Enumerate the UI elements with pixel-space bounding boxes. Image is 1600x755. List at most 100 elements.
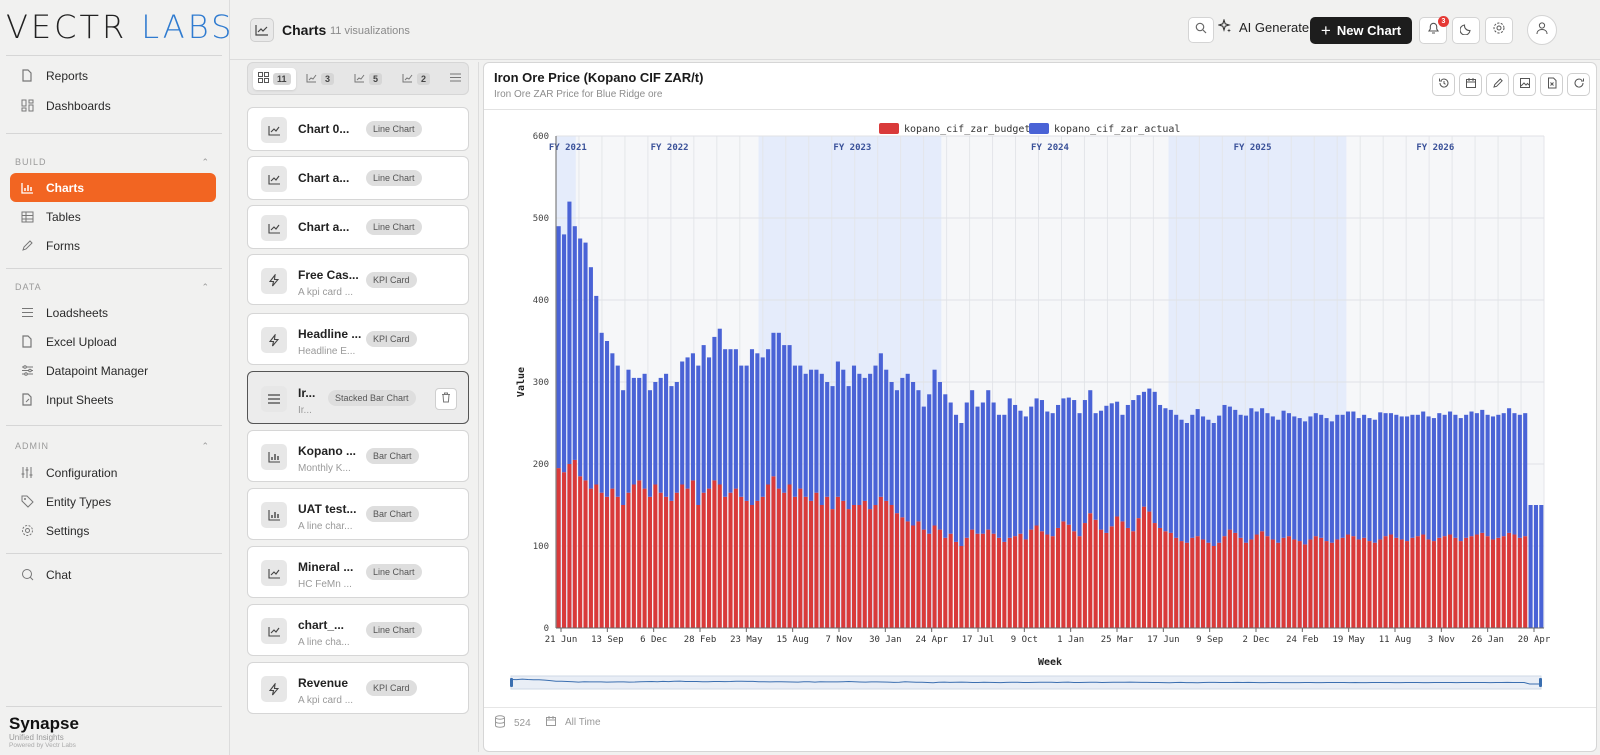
bar-actual [835, 361, 840, 497]
sidebar-item-loadsheets[interactable]: Loadsheets [10, 298, 216, 327]
chart-list-card[interactable]: Revenue A kpi card ... KPI Card [247, 662, 469, 714]
chart-list-card[interactable]: Chart a... Line Chart [247, 205, 469, 249]
chart-list-card[interactable]: Mineral ... HC FeMn ... Line Chart [247, 546, 469, 598]
theme-toggle-button[interactable] [1452, 17, 1480, 44]
refresh-button[interactable] [1567, 73, 1590, 96]
bar-actual [717, 328, 722, 485]
history-button[interactable] [1432, 73, 1455, 96]
divider [6, 268, 222, 269]
bar-budget [1072, 531, 1077, 628]
settings-button[interactable] [1485, 17, 1513, 44]
bar-actual [588, 267, 593, 489]
section-header-build[interactable]: BUILD ⌃ [15, 157, 210, 168]
delete-button[interactable] [435, 388, 457, 410]
bar-actual [1029, 406, 1034, 530]
user-avatar-button[interactable] [1527, 15, 1557, 45]
filter-tab-kpi[interactable]: 2 [397, 68, 435, 90]
bar-actual [1260, 408, 1265, 532]
x-tick-label: 17 Jul [962, 635, 995, 645]
bar-actual [986, 390, 991, 530]
section-header-data[interactable]: DATA ⌃ [15, 282, 210, 293]
sidebar-item-forms[interactable]: Forms [10, 231, 216, 260]
panel-resizer[interactable] [478, 62, 479, 752]
chart-list-card[interactable]: Ir... Ir... Stacked Bar Chart [247, 371, 469, 424]
bar-budget [1082, 523, 1087, 628]
sidebar-item-charts[interactable]: Charts [10, 173, 216, 202]
bar-actual [1324, 418, 1329, 542]
chart-list-card[interactable]: Chart 0... Line Chart [247, 107, 469, 151]
sidebar-item-tables[interactable]: Tables [10, 202, 216, 231]
section-header-admin[interactable]: ADMIN ⌃ [15, 441, 210, 452]
chart-list-card[interactable]: Chart a... Line Chart [247, 156, 469, 200]
bar-budget [1077, 536, 1082, 628]
chart-list-card[interactable]: Free Cas... A kpi card ... KPI Card [247, 254, 469, 305]
bar-budget [567, 464, 572, 628]
bar-budget [749, 505, 755, 628]
bar-budget [1254, 534, 1259, 628]
bar-actual [1174, 414, 1179, 538]
sidebar-item-datapoint-manager[interactable]: Datapoint Manager [10, 356, 216, 385]
new-chart-button[interactable]: + New Chart [1310, 17, 1412, 44]
line-chart-icon [261, 618, 287, 644]
bar-budget [1490, 539, 1496, 628]
bar-actual [1131, 400, 1136, 532]
chart-list-card[interactable]: chart_... A line cha... Line Chart [247, 604, 469, 656]
bar-budget [1039, 531, 1044, 628]
bar-actual [809, 369, 814, 501]
filter-tab-menu[interactable] [445, 68, 466, 90]
time-range[interactable]: All Time [545, 715, 601, 730]
bar-budget [1174, 537, 1179, 628]
bar-actual [696, 365, 701, 505]
notifications-button[interactable]: 3 [1419, 16, 1449, 44]
sidebar-item-input-sheets[interactable]: Input Sheets [10, 385, 216, 414]
filter-tab-all[interactable]: 11 [253, 68, 296, 90]
bar-budget [1415, 536, 1420, 628]
bar-actual [792, 365, 797, 497]
filter-count: 5 [369, 73, 383, 85]
y-tick-label: 200 [533, 460, 549, 470]
chart-description: A line char... [298, 521, 353, 532]
sidebar-item-reports[interactable]: Reports [10, 61, 216, 90]
export-file-button[interactable] [1540, 73, 1563, 96]
bar-actual [1222, 404, 1227, 537]
bar-actual [975, 406, 980, 534]
sidebar-item-entity-types[interactable]: Entity Types [10, 487, 216, 516]
notification-badge: 3 [1438, 16, 1449, 27]
edit-button[interactable] [1486, 73, 1509, 96]
chart-type-badge: KPI Card [366, 272, 417, 288]
ai-generate-button[interactable]: AI Generate [1217, 18, 1309, 36]
filter-tab-bar[interactable]: 3 [301, 68, 339, 90]
bar-budget [583, 480, 588, 628]
chart-list-card[interactable]: Headline ... Headline E... KPI Card [247, 313, 469, 365]
sidebar-item-settings[interactable]: Settings [10, 516, 216, 545]
bar-budget [604, 496, 610, 628]
bar-actual [1072, 400, 1077, 532]
lightning-icon [261, 676, 287, 702]
bar-budget [717, 484, 722, 628]
x-tick-label: 3 Nov [1428, 635, 1455, 645]
gear-icon [1492, 21, 1506, 40]
bar-budget [1029, 529, 1034, 628]
pencil-icon [1492, 76, 1504, 94]
search-button[interactable] [1188, 17, 1214, 43]
export-image-button[interactable] [1513, 73, 1536, 96]
chart-list-card[interactable]: Kopano ... Monthly K... Bar Chart [247, 430, 469, 482]
vectr-labs-logo[interactable]: VECTR LABS [6, 8, 234, 46]
sidebar-item-configuration[interactable]: Configuration [10, 458, 216, 487]
x-tick-label: 24 Feb [1286, 635, 1319, 645]
sidebar-item-chat[interactable]: Chat [10, 560, 216, 589]
sidebar-item-dashboards[interactable]: Dashboards [10, 91, 216, 120]
date-range-button[interactable] [1459, 73, 1482, 96]
bar-budget [835, 496, 840, 628]
chart-list-card[interactable]: UAT test... A line char... Bar Chart [247, 488, 469, 540]
filter-tab-line[interactable]: 5 [349, 68, 387, 90]
bar-budget [1362, 537, 1367, 628]
x-tick-label: 21 Jun [545, 635, 578, 645]
sidebar-item-excel-upload[interactable]: Excel Upload [10, 327, 216, 356]
bar-budget [851, 505, 857, 628]
bar-actual [653, 382, 658, 485]
bar-actual [1077, 413, 1082, 537]
bar-actual [1329, 421, 1334, 543]
bar-actual [1061, 398, 1066, 522]
bar-actual [572, 226, 577, 460]
